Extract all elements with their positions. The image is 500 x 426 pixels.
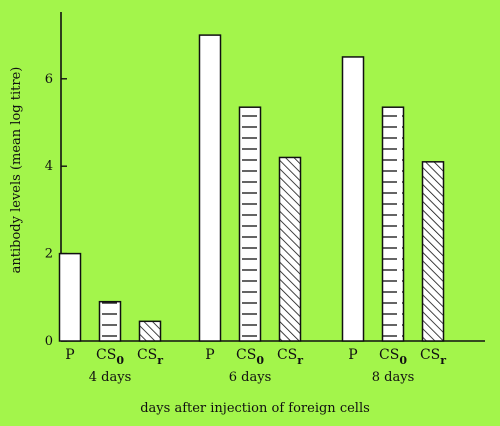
bar-4-days-CS0: [98, 300, 122, 342]
category-labels: P CS0 CSr P CS0 CSr P CS0 CSr: [65, 347, 446, 367]
x-axis-title: days after injection of foreign cells: [140, 401, 370, 416]
bar-6-days-CSr: [278, 156, 302, 342]
bar-4-days-P: [58, 252, 82, 342]
y-tick-label: 0: [45, 334, 53, 349]
group-label: 8 days: [372, 370, 415, 385]
bar-8-days-P: [341, 56, 365, 342]
group-label: 6 days: [229, 370, 272, 385]
category-label: CS0: [379, 347, 407, 367]
bar-8-days-CSr: [421, 161, 445, 342]
category-label: P: [65, 347, 74, 363]
y-tick-label: 4: [45, 159, 53, 174]
category-label: CSr: [277, 347, 303, 367]
bar-8-days-CS0: [381, 106, 405, 342]
y-tick-label: 2: [45, 247, 53, 262]
bars: [58, 34, 445, 342]
category-label: P: [205, 347, 214, 363]
bar-6-days-P: [198, 34, 222, 342]
y-tick-label: 6: [45, 72, 53, 87]
bar-6-days-CS0: [238, 106, 262, 342]
y-axis-title: antibody levels (mean log titre): [9, 67, 24, 274]
group-labels: 4 days 6 days 8 days: [89, 370, 415, 385]
category-label: CSr: [137, 347, 163, 367]
category-label: CS0: [96, 347, 124, 367]
category-label: CS0: [236, 347, 264, 367]
category-label: P: [348, 347, 357, 363]
category-label: CSr: [420, 347, 446, 367]
group-label: 4 days: [89, 370, 132, 385]
bar-4-days-CSr: [138, 320, 162, 342]
